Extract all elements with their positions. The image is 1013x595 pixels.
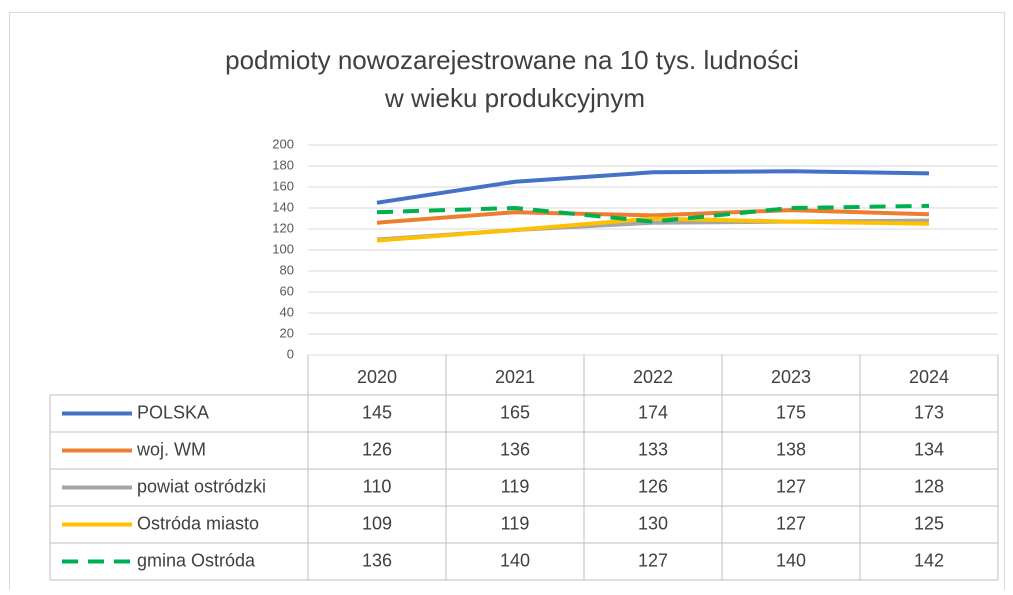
table-cell: 127 [776,513,806,533]
legend-label: gmina Ostróda [137,550,256,570]
table-cell: 128 [914,476,944,496]
y-tick-label: 60 [280,283,294,298]
chart-title: w wieku produkcyjnym [384,83,645,113]
series-line [376,216,930,243]
table-cell: 140 [500,550,530,570]
table-cell: 173 [914,402,944,422]
y-tick-label: 180 [272,157,294,172]
x-tick-label: 2022 [633,367,673,387]
table-cell: 133 [638,439,668,459]
series-line [376,203,930,224]
chart-border [9,12,1005,595]
table-cell: 136 [500,439,530,459]
legend-label: Ostróda miasto [137,513,259,533]
table-cell: 126 [638,476,668,496]
table-cell: 127 [638,550,668,570]
y-tick-label: 80 [280,262,294,277]
y-tick-label: 100 [272,241,294,256]
legend-label: powiat ostródzki [137,476,266,496]
y-tick-label: 120 [272,220,294,235]
chart-title: podmioty nowozarejestrowane na 10 tys. l… [225,45,799,75]
table-cell: 126 [362,439,392,459]
table-cell: 109 [362,513,392,533]
table-cell: 142 [914,550,944,570]
table-cell: 165 [500,402,530,422]
table-cell: 145 [362,402,392,422]
table-cell: 119 [501,513,530,533]
y-tick-label: 140 [272,199,294,214]
table-cell: 130 [638,513,668,533]
x-tick-label: 2020 [357,367,397,387]
y-tick-label: 0 [287,346,294,361]
y-tick-label: 160 [272,178,294,193]
table-cell: 140 [776,550,806,570]
table-cell: 119 [501,476,530,496]
legend-label: woj. WM [136,439,206,459]
x-tick-label: 2024 [909,367,949,387]
table-cell: 136 [362,550,392,570]
y-tick-label: 40 [280,304,294,319]
table-cell: 174 [638,402,668,422]
series-line [376,208,930,225]
y-tick-label: 20 [280,325,294,340]
table-cell: 175 [776,402,806,422]
table-cell: 125 [914,513,944,533]
x-tick-label: 2021 [495,367,535,387]
x-tick-label: 2023 [771,367,811,387]
y-tick-label: 200 [272,136,294,151]
table-cell: 127 [776,476,806,496]
table-cell: 110 [363,476,392,496]
series-line [376,169,930,205]
legend-label: POLSKA [137,402,209,422]
table-cell: 138 [776,439,806,459]
table-cell: 134 [914,439,944,459]
